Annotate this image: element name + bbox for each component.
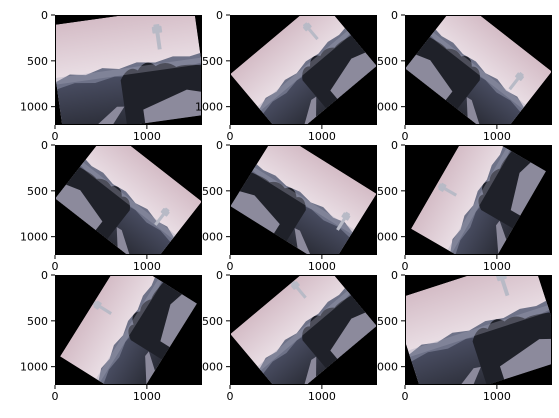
- photo-haze: [257, 290, 351, 371]
- y-tick-label: 1000: [20, 361, 48, 374]
- x-tick-label: 1000: [308, 390, 336, 403]
- panel-row3-col3: 0 1000 0 500 1000: [370, 269, 552, 403]
- y-tick-label: 500: [27, 185, 48, 198]
- x-tick-label: 0: [52, 260, 59, 273]
- x-tick-label: 0: [402, 260, 409, 273]
- panel-image: [230, 145, 377, 255]
- y-tick-label: 500: [202, 185, 223, 198]
- panel-frame: [55, 15, 202, 125]
- panel-frame: [405, 145, 552, 255]
- y-tick-label: 1000: [370, 101, 398, 114]
- panel-frame: [405, 15, 552, 125]
- rotated-photo: [230, 15, 377, 125]
- y-tick-label: 0: [41, 139, 48, 152]
- photo-haze: [407, 305, 550, 357]
- y-tick-label: 0: [391, 139, 398, 152]
- photo-haze: [257, 30, 351, 111]
- panel-row1-col1: 0 1000 0 500 1000: [20, 9, 202, 143]
- rotated-photo: [230, 145, 377, 255]
- photo-haze: [95, 279, 163, 382]
- x-tick-label: 1000: [483, 260, 511, 273]
- panel-frame: [55, 145, 202, 255]
- panel-image: [230, 15, 377, 125]
- panel-image: [405, 15, 552, 125]
- photo-haze: [55, 57, 202, 85]
- panel-frame: [55, 275, 202, 385]
- panel-row3-col2: 0 1000 0 500 1000: [195, 269, 377, 403]
- rotated-photo: [55, 15, 202, 125]
- panel-row3-col1: 0 1000 0 500 1000: [20, 269, 202, 403]
- panel-image: [60, 275, 197, 385]
- rotated-photo: [405, 275, 552, 385]
- x-tick-label: 0: [227, 390, 234, 403]
- x-tick-label: 0: [402, 130, 409, 143]
- x-tick-label: 1000: [308, 130, 336, 143]
- y-tick-label: 500: [202, 55, 223, 68]
- y-tick-label: 500: [202, 315, 223, 328]
- rotated-photo: [60, 275, 197, 385]
- x-tick-label: 1000: [308, 260, 336, 273]
- rotated-photo: [405, 15, 552, 125]
- y-tick-label: 0: [391, 9, 398, 22]
- x-tick-label: 1000: [133, 260, 161, 273]
- x-tick-label: 0: [52, 130, 59, 143]
- y-tick-label: 1000: [370, 361, 398, 374]
- y-tick-label: 1000: [20, 231, 48, 244]
- y-tick-label: 0: [41, 269, 48, 282]
- y-tick-label: 1000: [370, 231, 398, 244]
- y-tick-label: 500: [377, 55, 398, 68]
- panel-row2-col1: 0 1000 0 500 1000: [20, 139, 202, 273]
- y-tick-label: 500: [27, 55, 48, 68]
- rotated-photo: [55, 145, 202, 255]
- y-tick-label: 500: [377, 315, 398, 328]
- y-tick-label: 500: [377, 185, 398, 198]
- panel-frame: [230, 275, 377, 385]
- panel-frame: [230, 145, 377, 255]
- y-tick-label: 0: [216, 139, 223, 152]
- photo-haze: [429, 32, 526, 109]
- panel-row1-col2: 0 1000 0 500 1000: [195, 9, 377, 143]
- rotated-photo: [230, 275, 377, 385]
- panel-frame: [230, 15, 377, 125]
- x-tick-label: 0: [402, 390, 409, 403]
- y-tick-label: 0: [216, 269, 223, 282]
- x-tick-label: 1000: [133, 130, 161, 143]
- panel-row2-col3: 0 1000 0 500 1000: [370, 139, 552, 273]
- y-tick-label: 500: [27, 315, 48, 328]
- y-tick-label: 1000: [195, 361, 223, 374]
- panel-image: [230, 275, 377, 385]
- x-tick-label: 1000: [133, 390, 161, 403]
- y-tick-label: 0: [216, 9, 223, 22]
- panel-image: [55, 15, 202, 125]
- photo-haze: [79, 162, 176, 239]
- x-tick-label: 0: [227, 260, 234, 273]
- y-tick-label: 0: [391, 269, 398, 282]
- x-tick-label: 0: [52, 390, 59, 403]
- y-tick-label: 1000: [195, 231, 223, 244]
- x-tick-label: 1000: [483, 130, 511, 143]
- photo-haze: [251, 167, 355, 235]
- panel-frame: [405, 275, 552, 385]
- rotated-photo: [411, 145, 546, 255]
- y-tick-label: 1000: [195, 101, 223, 114]
- x-tick-label: 1000: [483, 390, 511, 403]
- y-tick-label: 0: [41, 9, 48, 22]
- y-tick-label: 1000: [20, 101, 48, 114]
- photo-haze: [447, 148, 511, 253]
- panel-row2-col2: 0 1000 0 500 1000: [195, 139, 377, 273]
- panel-image: [405, 275, 552, 385]
- panel-image: [55, 145, 202, 255]
- panel-image: [411, 145, 546, 255]
- panel-row1-col3: 0 1000 0 500 1000: [370, 9, 552, 143]
- x-tick-label: 0: [227, 130, 234, 143]
